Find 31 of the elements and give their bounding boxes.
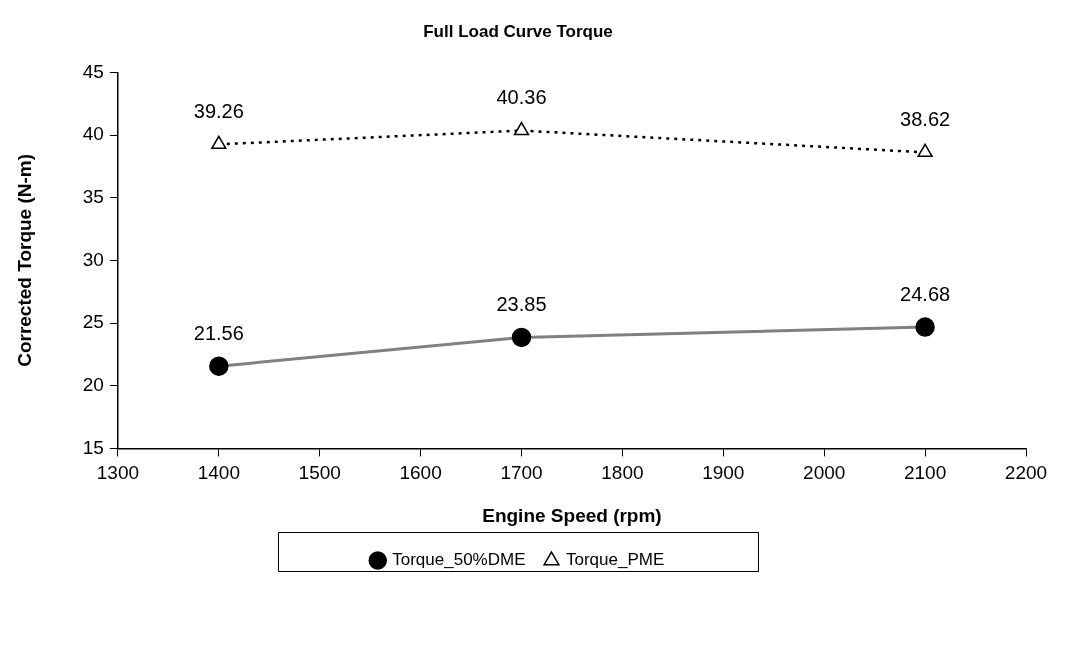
legend-label: Torque_PME [565,550,665,570]
point [917,143,933,158]
y-tick-label: 30 [82,248,104,270]
y-tick-label: 40 [82,123,104,145]
y-tick-label: 45 [82,60,104,82]
y-tick-label: 20 [82,373,104,395]
y-tick-label: 35 [82,185,104,207]
data-label: 38.62 [900,107,951,130]
y-tick-label: 15 [82,436,104,458]
x-tick-label: 1600 [399,462,442,484]
x-tick-label: 2100 [903,462,947,484]
y-axis-title: Corrected Torque (N-m) [13,153,35,367]
data-label: 21.56 [193,321,244,344]
point [513,121,530,136]
x-tick-label: 1800 [601,462,644,484]
x-tick-label: 2200 [1004,462,1048,484]
x-tick-label: 1300 [96,462,140,484]
x-tick-label: 1700 [500,462,543,484]
data-label: 23.85 [496,293,547,315]
y-tick-label: 25 [82,311,104,333]
x-tick-label: 1900 [702,462,745,484]
legend-label: Torque_50%DME [392,550,526,570]
data-label: 39.26 [193,99,244,122]
data-label: 24.68 [900,282,951,305]
x-tick-label: 2000 [803,462,846,484]
data-label: 40.36 [496,86,547,109]
point [211,135,227,150]
chart-title: Full Load Curve Torque [423,21,613,41]
x-tick-label: 1500 [298,462,341,484]
x-tick-label: 1400 [197,462,240,484]
x-axis-title: Engine Speed (rpm) [482,504,662,526]
